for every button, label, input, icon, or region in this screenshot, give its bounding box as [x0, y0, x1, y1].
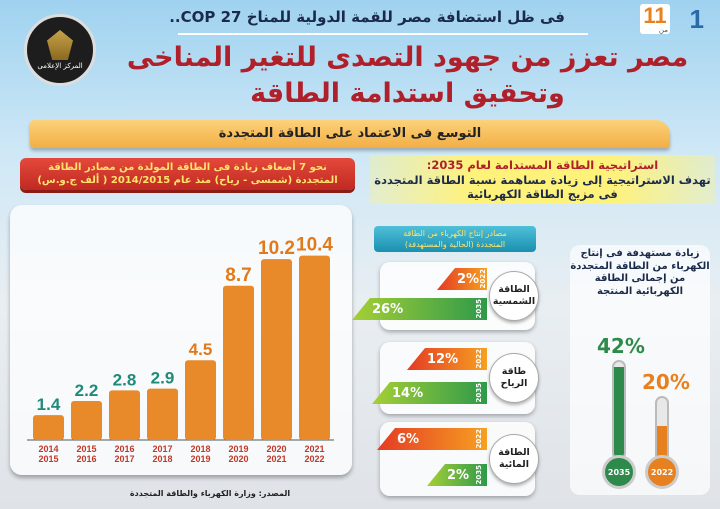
x-tick-label: 2016 — [114, 444, 134, 454]
bar-2035-value: 2% — [447, 467, 470, 483]
bulb-2035: 2035 — [602, 455, 636, 489]
mix-header-line-2: المتجددة (الحالية والمستهدفة) — [404, 240, 506, 249]
bar-2022-value: 2% — [457, 271, 480, 287]
ribbon-line-1: نحو 7 أضعاف زيادة فى الطاقة المولدة من م… — [48, 162, 327, 173]
page-of-label: من — [658, 27, 668, 34]
bar-value-label: 4.5 — [189, 340, 213, 359]
bar-value-label: 2.9 — [151, 369, 175, 388]
bar — [185, 360, 216, 440]
bar — [33, 415, 64, 440]
logo-caption: المركز الإعلامى — [37, 62, 83, 70]
source-name-1: طاقة — [501, 366, 527, 377]
divider — [178, 33, 588, 35]
bar-value-label: 2.8 — [113, 370, 137, 389]
page-title: مصر تعزز من جهود التصدى للتغير المناخى وت… — [115, 40, 700, 112]
bulb-2022-label: 2022 — [650, 467, 674, 477]
page-total-box: 11 من — [640, 4, 670, 34]
bar — [223, 285, 254, 440]
source-label: طاقة الرياح — [489, 353, 539, 403]
bar-2022-year: 2022 — [479, 269, 488, 289]
section-banner: التوسع فى الاعتماد على الطاقة المتجددة — [30, 120, 670, 148]
bar — [261, 259, 292, 440]
source-name-2: الشمسية — [492, 296, 536, 307]
target-panel — [570, 245, 710, 495]
bar-2022-value: 6% — [397, 431, 420, 447]
subtitle: فى ظل استضافة مصر للقمة الدولية للمناخ C… — [169, 8, 565, 26]
bar-value-label: 1.4 — [37, 395, 61, 414]
x-tick-label: 2022 — [304, 454, 324, 464]
x-tick-label: 2020 — [266, 444, 286, 454]
bulb-2022: 2022 — [645, 455, 679, 489]
source-label: الطاقة المائية — [489, 434, 539, 484]
page-number: 1 — [689, 4, 704, 34]
bar-2035-value: 14% — [392, 385, 424, 401]
x-tick-label: 2018 — [152, 454, 172, 464]
x-tick-label: 2019 — [228, 444, 248, 454]
source-note: المصدر: وزارة الكهرباء والطاقة المتجددة — [129, 489, 291, 498]
bar-2022-year: 2022 — [475, 429, 483, 449]
source-name-1: الطاقة — [498, 447, 530, 458]
bulb-2035-label: 2035 — [607, 467, 631, 477]
bar — [71, 401, 102, 440]
title-line-2: وتحقيق استدامة الطاقة — [250, 78, 565, 109]
title-line-1: مصر تعزز من جهود التصدى للتغير المناخى — [126, 42, 689, 73]
strategy-body-1: تهدف الاستراتيجية إلى زيادة مساهمة نسبة … — [374, 173, 711, 187]
bar-2035-year: 2035 — [475, 383, 483, 403]
eagle-emblem-icon — [47, 30, 73, 60]
logo: المركز الإعلامى — [24, 14, 96, 86]
target-2035-value: 42% — [597, 334, 645, 358]
x-tick-label: 2017 — [114, 454, 134, 464]
bar-2022-value: 12% — [427, 351, 459, 367]
x-tick-label: 2018 — [190, 444, 210, 454]
x-tick-label: 2014 — [38, 444, 58, 454]
bar-2022: 12% 2022 — [407, 348, 487, 370]
x-tick-label: 2020 — [228, 454, 248, 464]
source-name-1: الطاقة — [498, 284, 530, 295]
ribbon-line-2: المتجددة (شمسى - رياح) منذ عام 2014/2015… — [37, 175, 338, 186]
bar-2035-year: 2035 — [475, 465, 483, 485]
target-text: زيادة مستهدفة فى إنتاج الكهرباء من الطاق… — [570, 248, 710, 297]
source-name-2: الرياح — [500, 378, 528, 389]
bar-value-label: 2.2 — [75, 381, 99, 400]
bar-2022-year: 2022 — [475, 349, 483, 369]
thermometer-2035 — [612, 360, 626, 460]
source-label: الطاقة الشمسية — [489, 271, 539, 321]
bar-2035: 14% 2035 — [372, 382, 487, 404]
strategy-heading: استراتيجية الطاقة المستدامة لعام 2035: — [426, 158, 659, 172]
bar-value-label: 10.4 — [296, 235, 333, 256]
bar — [299, 255, 330, 440]
x-tick-label: 2015 — [38, 454, 58, 464]
x-tick-label: 2016 — [76, 454, 96, 464]
bar-value-label: 8.7 — [225, 265, 251, 286]
source-name-2: المائية — [499, 459, 529, 470]
bar-value-label: 10.2 — [258, 238, 295, 259]
page-total: 11 — [643, 3, 667, 28]
x-tick-label: 2017 — [152, 444, 172, 454]
bar-2035-year: 2035 — [475, 299, 483, 319]
chart-panel — [10, 205, 352, 475]
mix-header: مصادر إنتاج الكهرباء من الطاقة المتجددة (… — [374, 226, 536, 252]
bar — [109, 390, 140, 440]
bar-2035-value: 26% — [372, 301, 404, 317]
bar-2022: 6% 2022 — [377, 428, 487, 450]
bar-2035: 26% 2035 — [352, 298, 487, 320]
strategy-box: استراتيجية الطاقة المستدامة لعام 2035: ته… — [370, 155, 715, 204]
thermometer-2022 — [655, 396, 669, 462]
bar — [147, 388, 178, 440]
mix-header-line-1: مصادر إنتاج الكهرباء من الطاقة — [403, 229, 507, 238]
bar-2035: 2% 2035 — [427, 464, 487, 486]
x-tick-label: 2019 — [190, 454, 210, 464]
target-2022-value: 20% — [642, 370, 690, 394]
bar-chart: 1.4201420152.2201520162.8201620172.92017… — [27, 235, 334, 464]
x-tick-label: 2021 — [304, 444, 324, 454]
strategy-body-2: فى مزيج الطاقة الكهربائية — [467, 187, 618, 201]
x-tick-label: 2021 — [266, 454, 286, 464]
thermometer-2035-fill — [614, 366, 624, 458]
x-tick-label: 2015 — [76, 444, 96, 454]
thermometer-2022-fill — [657, 425, 667, 460]
chart-title-ribbon: نحو 7 أضعاف زيادة فى الطاقة المولدة من م… — [20, 158, 355, 190]
